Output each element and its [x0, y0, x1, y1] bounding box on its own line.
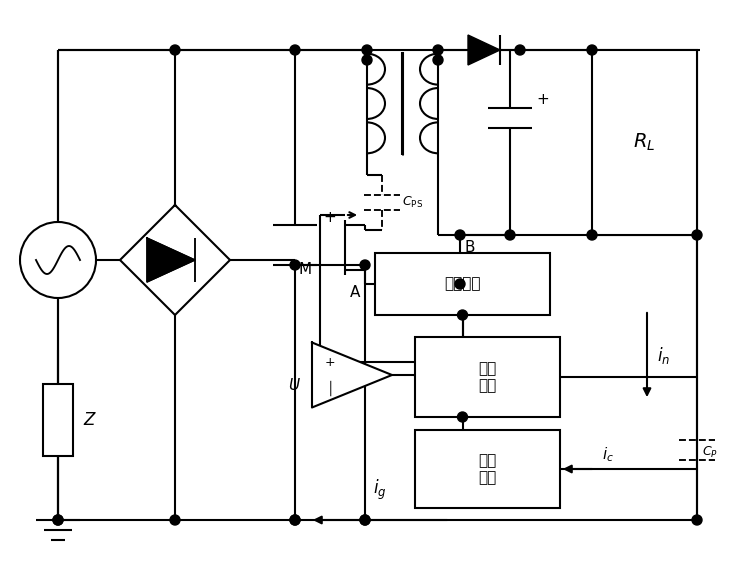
- Text: 反馈
网络: 反馈 网络: [478, 361, 496, 393]
- Circle shape: [433, 55, 443, 65]
- Circle shape: [458, 310, 467, 320]
- Circle shape: [587, 45, 597, 55]
- Circle shape: [290, 45, 300, 55]
- Text: +: +: [323, 211, 336, 225]
- Text: 补偿
网络: 补偿 网络: [478, 453, 496, 485]
- Circle shape: [505, 230, 515, 240]
- Text: 采样网络: 采样网络: [444, 277, 481, 291]
- Bar: [375, 253, 550, 315]
- Circle shape: [362, 45, 372, 55]
- Text: $C_{\mathrm{PS}}$: $C_{\mathrm{PS}}$: [402, 195, 423, 209]
- Polygon shape: [147, 238, 195, 282]
- Bar: [592, 50, 697, 235]
- Circle shape: [360, 515, 370, 525]
- Text: B: B: [465, 240, 476, 255]
- Circle shape: [170, 515, 180, 525]
- Text: A: A: [350, 285, 360, 300]
- Circle shape: [290, 515, 300, 525]
- Circle shape: [515, 45, 525, 55]
- Polygon shape: [468, 35, 500, 65]
- Circle shape: [455, 279, 465, 289]
- Text: $R_L$: $R_L$: [633, 132, 655, 153]
- Text: $i_n$: $i_n$: [657, 345, 670, 366]
- Polygon shape: [312, 342, 392, 408]
- Circle shape: [20, 222, 96, 298]
- Circle shape: [433, 45, 443, 55]
- Circle shape: [455, 230, 465, 240]
- Circle shape: [362, 55, 372, 65]
- Circle shape: [290, 515, 300, 525]
- Text: $Z$: $Z$: [83, 411, 97, 429]
- Circle shape: [360, 515, 370, 525]
- Circle shape: [53, 515, 63, 525]
- Circle shape: [692, 515, 702, 525]
- Circle shape: [53, 515, 63, 525]
- Circle shape: [170, 45, 180, 55]
- Text: +: +: [325, 355, 335, 368]
- Text: $i_c$: $i_c$: [602, 445, 614, 464]
- Text: M: M: [299, 263, 311, 277]
- Text: $C_P$: $C_P$: [702, 444, 718, 460]
- Circle shape: [587, 230, 597, 240]
- Circle shape: [692, 230, 702, 240]
- Bar: [415, 337, 560, 417]
- Bar: [43, 384, 73, 456]
- Circle shape: [458, 412, 467, 422]
- Text: +: +: [536, 92, 549, 108]
- Text: $i_g$: $i_g$: [373, 478, 387, 502]
- Bar: [415, 430, 560, 508]
- Text: U: U: [288, 378, 299, 392]
- Circle shape: [360, 260, 370, 270]
- Polygon shape: [120, 205, 230, 315]
- Text: │: │: [326, 380, 334, 396]
- Circle shape: [290, 260, 300, 270]
